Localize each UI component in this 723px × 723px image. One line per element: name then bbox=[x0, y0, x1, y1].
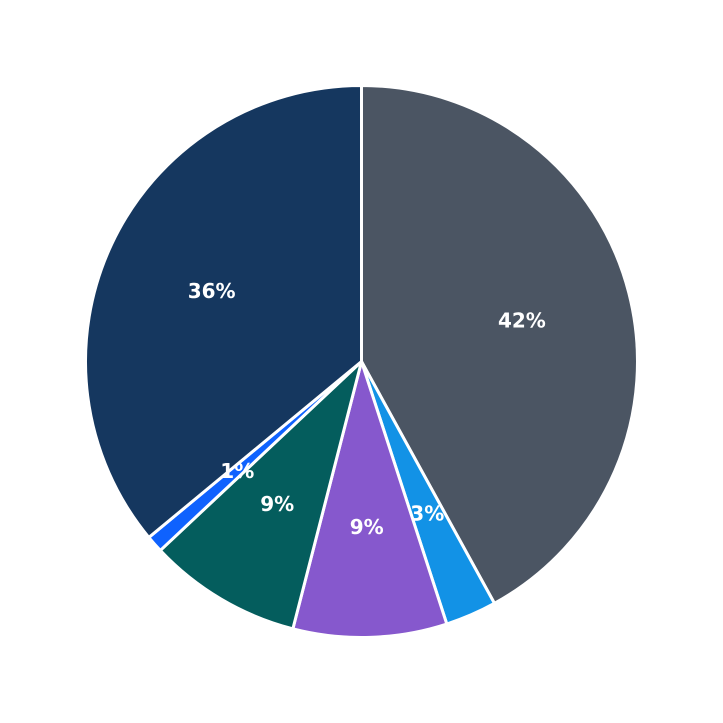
pie-slice-6 bbox=[84, 84, 363, 539]
pie-slice-label-1: 42% bbox=[498, 308, 546, 332]
pie-slice-label-3: 9% bbox=[350, 515, 384, 539]
pie-slice-label-5: 1% bbox=[220, 459, 254, 483]
pie-slice-4 bbox=[158, 360, 363, 631]
pie-labels: 42%3%9%9%1%36% bbox=[188, 279, 546, 539]
pie-slices bbox=[84, 84, 639, 639]
pie-slice-label-2: 3% bbox=[410, 501, 444, 525]
pie-slice-3 bbox=[291, 360, 449, 639]
pie-slice-label-6: 36% bbox=[188, 279, 236, 303]
pie-slice-label-4: 9% bbox=[260, 492, 294, 516]
pie-slice-1 bbox=[360, 84, 639, 605]
